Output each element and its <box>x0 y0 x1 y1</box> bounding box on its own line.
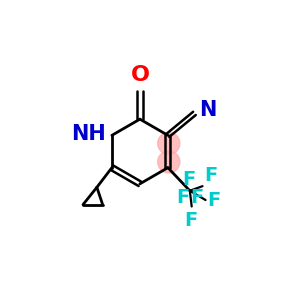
Text: F: F <box>207 190 220 209</box>
Text: N: N <box>199 100 217 120</box>
Circle shape <box>158 132 180 154</box>
Text: NH: NH <box>71 124 105 144</box>
Text: O: O <box>130 65 149 85</box>
Text: F: F <box>176 188 190 207</box>
Circle shape <box>158 151 180 173</box>
Text: F: F <box>204 166 218 185</box>
Text: F: F <box>182 170 195 189</box>
Text: F: F <box>184 211 198 230</box>
Text: F: F <box>190 188 203 207</box>
